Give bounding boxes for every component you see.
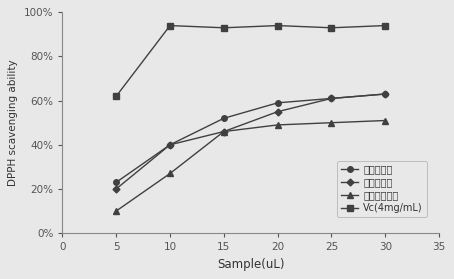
Vc(4mg/mL) <box>275 24 281 27</box>
柘树果酵素 <box>383 92 388 96</box>
柘树叶子酵素 <box>168 172 173 175</box>
柘树花酵素 <box>383 92 388 96</box>
Vc(4mg/mL) <box>114 95 119 98</box>
柘树果酵素 <box>114 181 119 184</box>
柘树叶子酵素 <box>329 121 334 124</box>
Line: 柘树叶子酵素: 柘树叶子酵素 <box>113 117 388 214</box>
Legend: 柘树果酵素, 柘树花酵素, 柘树叶子酵素, Vc(4mg/mL): 柘树果酵素, 柘树花酵素, 柘树叶子酵素, Vc(4mg/mL) <box>337 161 427 217</box>
柘树叶子酵素 <box>275 123 281 127</box>
Vc(4mg/mL) <box>221 26 227 30</box>
Vc(4mg/mL) <box>383 24 388 27</box>
柘树果酵素 <box>329 97 334 100</box>
柘树花酵素 <box>114 187 119 191</box>
Line: 柘树果酵素: 柘树果酵素 <box>114 91 388 185</box>
Vc(4mg/mL) <box>329 26 334 30</box>
柘树花酵素 <box>275 110 281 113</box>
X-axis label: Sample(uL): Sample(uL) <box>217 258 285 271</box>
柘树果酵素 <box>275 101 281 105</box>
柘树叶子酵素 <box>114 209 119 213</box>
柘树花酵素 <box>168 143 173 146</box>
柘树果酵素 <box>221 117 227 120</box>
柘树果酵素 <box>168 143 173 146</box>
Y-axis label: DPPH scavenging ability: DPPH scavenging ability <box>8 59 18 186</box>
柘树叶子酵素 <box>383 119 388 122</box>
Line: 柘树花酵素: 柘树花酵素 <box>114 92 388 191</box>
柘树花酵素 <box>329 97 334 100</box>
Line: Vc(4mg/mL): Vc(4mg/mL) <box>113 22 388 99</box>
柘树花酵素 <box>221 130 227 133</box>
柘树叶子酵素 <box>221 130 227 133</box>
Vc(4mg/mL) <box>168 24 173 27</box>
